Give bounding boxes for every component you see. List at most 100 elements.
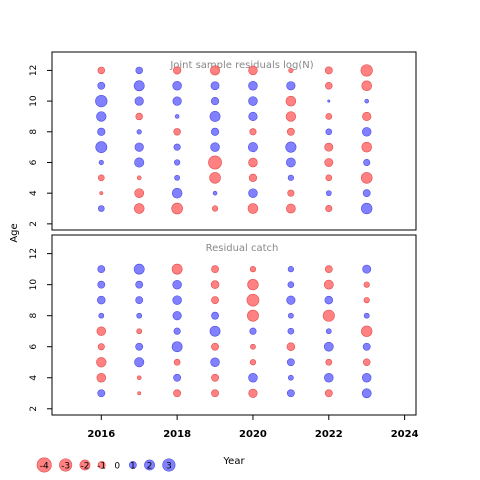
residual-bubble — [97, 280, 106, 289]
panel-frame — [51, 51, 417, 231]
residual-bubble — [97, 343, 105, 351]
residual-bubble — [96, 357, 107, 368]
residual-bubble — [361, 373, 372, 383]
residual-bubble — [324, 265, 333, 274]
residual-bubble — [173, 128, 181, 136]
x-axis: 2016 2018 2020 2022 2024 — [87, 415, 419, 440]
residual-bubble — [135, 342, 144, 351]
legend-bubble — [36, 457, 52, 473]
residual-bubble — [248, 188, 258, 198]
residual-bubble — [173, 327, 181, 335]
residual-bubble — [362, 111, 372, 122]
legend-label: 0 — [114, 462, 120, 472]
residual-bubble — [361, 202, 373, 215]
y-tick-label: 12 — [29, 65, 39, 76]
residual-bubble — [209, 325, 221, 337]
residual-bubble — [133, 203, 145, 214]
residual-bubble — [324, 295, 334, 305]
residual-bubble — [247, 203, 259, 214]
y-axis: 2 4 6 8 10 12 — [29, 65, 52, 227]
residual-bubble — [249, 359, 257, 366]
residual-bubble — [360, 64, 373, 77]
residual-bubble — [287, 189, 295, 197]
residual-bubble — [325, 204, 333, 213]
residual-bubble — [324, 66, 333, 75]
residual-bubble — [325, 174, 333, 182]
residual-bubble — [208, 155, 222, 170]
residual-bubble — [137, 391, 142, 396]
residual-bubble — [287, 281, 295, 288]
residual-bubble — [288, 67, 294, 73]
residual-bubble — [361, 325, 373, 337]
y-tick-label: 4 — [29, 190, 39, 196]
residual-bubble — [97, 66, 106, 75]
residual-bubble — [171, 263, 183, 275]
y-axis-label: Age — [9, 223, 20, 242]
residual-bubble — [324, 158, 334, 167]
residual-bubble — [174, 174, 180, 181]
residual-bubble — [286, 81, 296, 91]
residual-bubble — [173, 389, 182, 398]
panel-title: Joint sample residuals log(N) — [169, 60, 313, 71]
residual-bubble — [246, 293, 260, 307]
legend: -4 -3 -2 -1 0 1 2 3 — [36, 457, 176, 473]
residual-bubble — [361, 80, 372, 92]
residual-bubble — [95, 95, 108, 108]
residual-bubble — [247, 309, 259, 322]
residual-bubble — [287, 266, 294, 273]
residual-bubble — [97, 174, 105, 182]
residual-bubble — [286, 358, 295, 367]
residual-bubble — [248, 173, 258, 182]
residual-bubble — [211, 373, 219, 382]
residual-bubble — [248, 388, 258, 398]
residual-bubble — [286, 342, 296, 351]
residual-bubble — [287, 174, 294, 181]
residual-bubble — [211, 205, 219, 212]
residual-bubble — [325, 128, 333, 136]
y-tick-label: 8 — [29, 313, 39, 319]
residual-bubble — [135, 280, 144, 289]
residual-bubble — [288, 374, 294, 381]
x-tick-label: 2024 — [391, 429, 419, 440]
residual-bubble — [248, 81, 258, 91]
residual-bubble — [135, 66, 143, 75]
residual-bubble — [210, 97, 220, 106]
residual-bubble — [136, 328, 143, 335]
bubble-layer — [95, 64, 373, 215]
residual-bubble — [327, 99, 331, 103]
legend-label: -2 — [80, 462, 89, 472]
residual-bubble — [363, 297, 370, 304]
residual-bubble — [362, 189, 371, 198]
residual-bubble — [323, 341, 334, 352]
residual-bubble — [209, 172, 221, 184]
residual-bubble — [247, 142, 258, 153]
y-tick-label: 8 — [29, 129, 39, 135]
x-axis-label: Year — [222, 456, 245, 467]
legend-bubble — [162, 458, 176, 472]
residual-bubble — [323, 279, 334, 290]
residual-bubble — [212, 190, 218, 196]
residual-bubble — [286, 127, 295, 136]
residual-bubble — [249, 266, 257, 273]
residual-bubble — [173, 66, 182, 75]
residual-bubble — [247, 279, 259, 291]
residual-bubble — [248, 111, 258, 122]
residual-bubble — [97, 81, 106, 90]
residual-bubble — [210, 142, 220, 152]
x-tick-label: 2020 — [239, 429, 267, 440]
residual-bubble — [134, 142, 144, 152]
residual-bubble — [364, 98, 369, 104]
residual-bubble — [363, 158, 371, 167]
residual-bubble — [210, 127, 220, 136]
legend-label: -1 — [97, 462, 106, 472]
residual-bubble — [171, 202, 183, 215]
residual-bubble — [211, 296, 219, 305]
residual-bubble — [99, 191, 104, 196]
residual-bubble — [250, 343, 256, 350]
residual-bubble — [173, 373, 182, 382]
residual-bubble — [136, 375, 142, 381]
residual-bubble — [248, 373, 258, 383]
legend-label: -4 — [40, 462, 49, 472]
residual-bubble — [209, 111, 221, 122]
residual-bubble — [171, 187, 183, 199]
